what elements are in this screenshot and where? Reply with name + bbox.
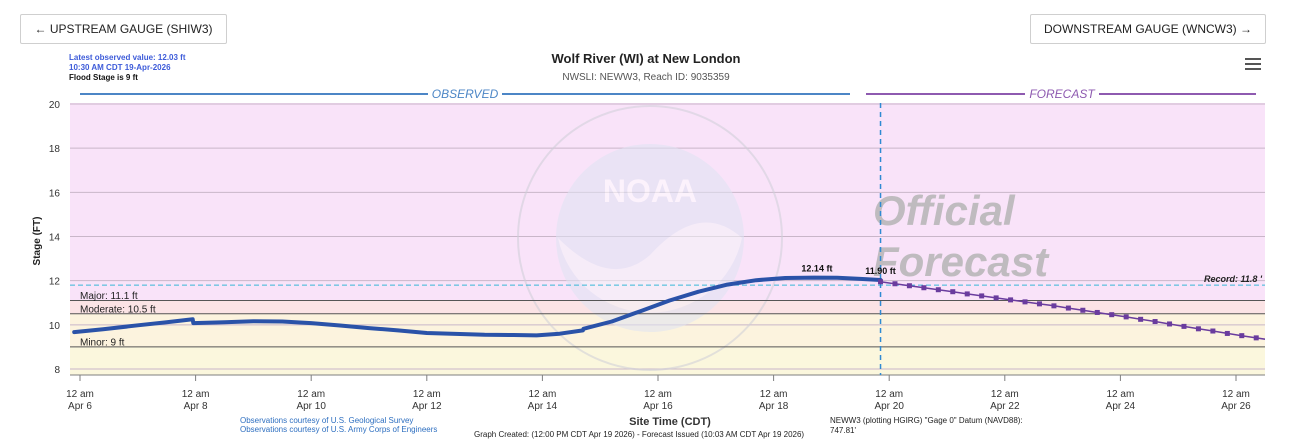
forecast-point [1167,321,1173,327]
graph-created-text: Graph Created: (12:00 PM CDT Apr 19 2026… [474,430,805,439]
latest-time-text: 10:30 AM CDT 19-Apr-2026 [69,63,171,72]
downstream-gauge-button[interactable]: DOWNSTREAM GAUGE (WNCW3) → [1030,14,1266,44]
threshold-label-major: Major: 11.1 ft [80,291,138,302]
flood-stage-text: Flood Stage is 9 ft [69,73,138,82]
upstream-gauge-button[interactable]: ← UPSTREAM GAUGE (SHIW3) [20,14,227,44]
forecast-point [1181,323,1187,329]
x-tick-date: Apr 18 [759,401,789,412]
x-tick-label: 12 am [66,389,94,400]
forecast-point [1109,312,1115,318]
seal-wave [558,222,742,313]
y-tick-label: 18 [49,144,61,155]
y-tick-label: 12 [49,277,61,288]
observed-series-line [72,275,883,338]
y-axis-label: Stage (FT) [32,217,43,266]
seal-ring [517,105,783,371]
forecast-point [1138,316,1144,322]
forecast-point [1239,333,1245,339]
forecast-point [993,295,999,301]
forecast-points [878,279,1270,342]
chart-title: Wolf River (WI) at New London [552,51,741,66]
action-band [70,346,1265,375]
x-tick-label: 12 am [875,389,903,400]
x-tick-label: 12 am [297,389,325,400]
watermark-forecast: Forecast [873,238,1050,285]
forecast-point [878,279,884,285]
y-tick-label: 8 [54,365,60,376]
chart-menu-icon[interactable] [1245,58,1261,72]
forecast-point [1210,328,1216,334]
watermark-official: Official [873,187,1016,234]
credit-usgs[interactable]: Observations courtesy of U.S. Geological… [240,416,414,425]
x-tick-label: 12 am [991,389,1019,400]
x-tick-date: Apr 22 [990,401,1020,412]
y-tick-label: 10 [49,321,61,332]
forecast-point [1008,297,1014,303]
forecast-point [1036,301,1042,307]
record-label: Record: 11.8 ' [1204,274,1263,284]
threshold-label-minor: Minor: 9 ft [80,337,125,348]
latest-value-text: Latest observed value: 12.03 ft [69,53,186,62]
x-tick-label: 12 am [760,389,788,400]
y-tick-label: 16 [49,188,61,199]
data-label: 11.90 ft [865,266,896,276]
forecast-point [1080,307,1086,313]
forecast-point [921,285,927,291]
x-tick-date: Apr 14 [528,401,558,412]
y-axis-ticks: 8 10 12 14 16 18 20 [49,100,61,376]
datum-line-2: 747.81' [830,426,856,435]
chart-subtitle: NWSLI: NEWW3, Reach ID: 9035359 [562,72,730,83]
forecast-point [1152,319,1158,325]
forecast-point [1022,299,1028,305]
forecast-point [1265,337,1270,342]
latest-observed-value: Latest observed value: 12.03 ft 10:30 AM… [69,53,186,83]
x-tick-label: 12 am [644,389,672,400]
forecast-point [1224,330,1230,336]
x-tick-date: Apr 6 [68,401,92,412]
forecast-point [1051,303,1057,309]
x-tick-label: 12 am [529,389,557,400]
forecast-point [1195,326,1201,332]
x-tick-label: 12 am [413,389,441,400]
x-tick-label: 12 am [1107,389,1135,400]
forecast-point [1094,309,1100,315]
forecast-point [979,293,985,299]
forecast-point [1253,335,1259,341]
forecast-section-label: FORECAST [1029,87,1096,101]
forecast-series-line [880,281,1265,340]
x-tick-date: Apr 20 [874,401,904,412]
observation-credits: Observations courtesy of U.S. Geological… [240,416,437,434]
forecast-point [906,283,912,289]
x-tick-label: 12 am [1222,389,1250,400]
observed-section-label: OBSERVED [432,87,499,101]
credit-usace[interactable]: Observations courtesy of U.S. Army Corps… [240,425,438,434]
x-tick-date: Apr 10 [296,401,326,412]
forecast-point [1123,314,1129,320]
x-tick-date: Apr 24 [1106,401,1136,412]
noaa-text: NOAA [603,173,697,209]
x-tick-date: Apr 26 [1221,401,1251,412]
y-tick-label: 20 [49,100,61,111]
forecast-point [892,281,898,287]
x-tick-date: Apr 16 [643,401,673,412]
datum-info: NEWW3 (plotting HGIRG) "Gage 0" Datum (N… [830,416,1040,436]
x-axis-label: Site Time (CDT) [629,416,711,428]
datum-line-1: NEWW3 (plotting HGIRG) "Gage 0" Datum (N… [830,416,1023,425]
peak-annotations: 12.14 ft 11.90 ft [801,264,895,276]
forecast-point [950,289,956,295]
threshold-label-moderate: Moderate: 10.5 ft [80,304,156,315]
data-label: 12.14 ft [801,264,832,274]
x-tick-date: Apr 12 [412,401,442,412]
forecast-point [935,287,941,293]
y-tick-label: 14 [49,233,61,244]
forecast-point [964,291,970,297]
forecast-point [1065,305,1071,311]
x-tick-date: Apr 8 [184,401,208,412]
x-tick-label: 12 am [182,389,210,400]
